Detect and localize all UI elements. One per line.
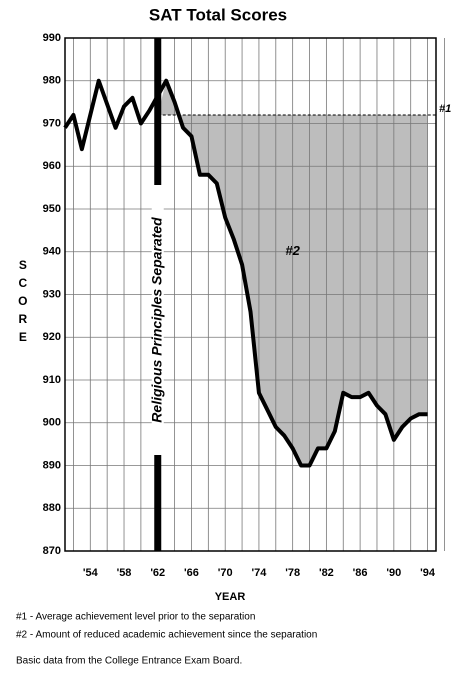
- x-tick-label: '58: [117, 567, 132, 579]
- y-tick-label: 920: [43, 331, 61, 343]
- x-tick-label: '86: [353, 567, 368, 579]
- y-tick-label: 940: [43, 246, 61, 258]
- x-tick-label: '62: [150, 567, 165, 579]
- y-tick-label: 990: [43, 32, 61, 44]
- y-tick-label: 980: [43, 75, 61, 87]
- x-tick-label: '82: [319, 567, 334, 579]
- x-tick-label: '66: [184, 567, 199, 579]
- separation-gap: [151, 185, 164, 455]
- y-tick-label: 950: [43, 203, 61, 215]
- area-label: #2: [285, 243, 300, 258]
- y-tick-label: 930: [43, 288, 61, 300]
- x-axis-label: YEAR: [215, 591, 246, 603]
- x-tick-label: '90: [386, 567, 401, 579]
- y-tick-label: 870: [43, 545, 61, 557]
- note: #2 - Amount of reduced academic achievem…: [16, 630, 317, 641]
- y-tick-label: 970: [43, 117, 61, 129]
- x-tick-label: '78: [285, 567, 300, 579]
- plot-frame: [64, 37, 437, 552]
- y-tick-label: 880: [43, 502, 61, 514]
- baseline-label: #1: [439, 103, 451, 115]
- x-tick-label: '70: [218, 567, 233, 579]
- score-line: [63, 78, 428, 468]
- note: #1 - Average achievement level prior to …: [16, 612, 255, 623]
- y-tick-label: 910: [43, 374, 61, 386]
- note: Basic data from the College Entrance Exa…: [16, 656, 242, 667]
- y-tick-label: 900: [43, 417, 61, 429]
- y-tick-label: 890: [43, 459, 61, 471]
- y-axis-label: SCORE: [16, 258, 30, 348]
- y-tick-label: 960: [43, 160, 61, 172]
- x-tick-label: '54: [83, 567, 99, 579]
- chart-title: SAT Total Scores: [149, 5, 287, 24]
- x-tick-label: '94: [420, 567, 436, 579]
- x-tick-label: '74: [252, 567, 268, 579]
- separation-label: Religious Principles Separated: [148, 217, 164, 423]
